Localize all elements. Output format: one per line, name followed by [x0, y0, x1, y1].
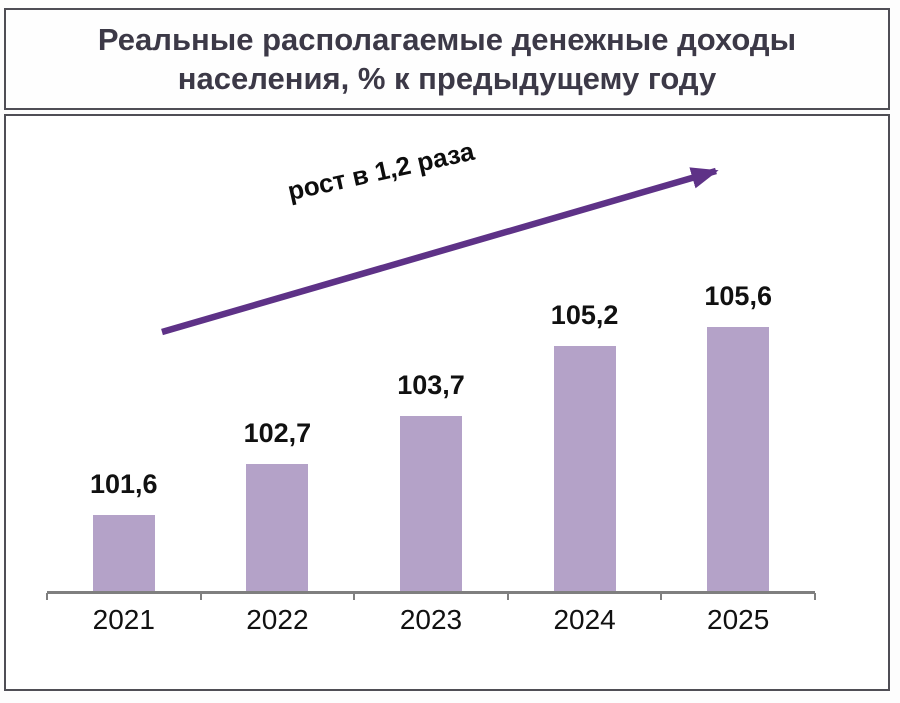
chart-title-line-2: населения, % к предыдущему году [177, 61, 717, 96]
x-axis-line [47, 591, 815, 594]
growth-trend-arrow [161, 167, 719, 336]
bar-value-label-2024: 105,2 [550, 300, 619, 330]
x-axis-tick [660, 593, 663, 600]
arrow-line [161, 167, 719, 336]
x-tick-label-2025: 2025 [707, 604, 770, 635]
bar-2024 [553, 346, 616, 591]
x-axis-tick [814, 593, 816, 600]
bar-value-label-2023: 103,7 [397, 370, 465, 400]
bar-2025 [707, 327, 770, 591]
x-tick-label-2021: 2021 [92, 604, 155, 635]
bar-2022 [246, 464, 309, 591]
x-tick-label-2024: 2024 [553, 604, 616, 635]
chart-area: рост в 1,2 раза 101,6 2021 102,7 2022 103,7 2… [4, 114, 890, 691]
x-axis-tick [506, 593, 509, 600]
chart-title-box: Реальные располагаемые денежные доходы н… [4, 8, 890, 110]
x-axis-tick [199, 593, 202, 600]
bar-value-label-2025: 105,6 [704, 281, 772, 311]
x-axis-tick [46, 593, 48, 600]
bar-value-label-2022: 102,7 [243, 418, 312, 448]
bar-2021 [92, 515, 155, 591]
x-tick-label-2023: 2023 [399, 604, 463, 635]
bar-value-label-2021: 101,6 [90, 469, 158, 499]
x-axis-tick [353, 593, 356, 600]
x-tick-label-2022: 2022 [246, 604, 309, 635]
bar-2023 [400, 416, 462, 591]
chart-title-line-1: Реальные располагаемые денежные доходы [97, 22, 797, 57]
plot-area: рост в 1,2 раза 101,6 2021 102,7 2022 103,7 2… [6, 116, 888, 689]
